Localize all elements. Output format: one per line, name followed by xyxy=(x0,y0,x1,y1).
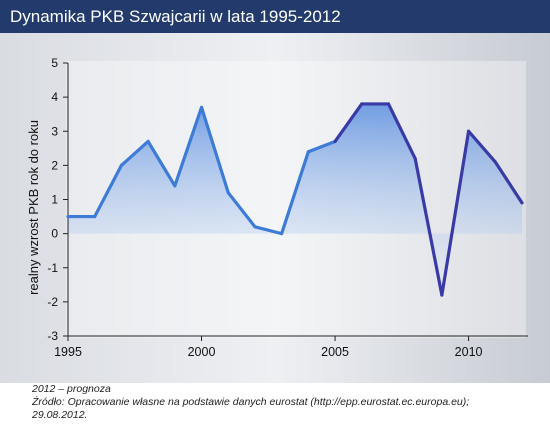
x-tick-label: 2005 xyxy=(321,345,349,359)
forecast-note: 2012 – prognoza xyxy=(32,383,111,395)
y-tick-label: -2 xyxy=(47,295,58,309)
series-segment-2001 xyxy=(226,191,257,229)
series-segment-2003 xyxy=(280,150,310,236)
series-segment-2007 xyxy=(386,102,417,161)
series-segment-2010 xyxy=(466,129,497,164)
series-segment-2004 xyxy=(306,139,337,154)
chart-plot: 5 4 3 2 1 0 -1 -2 -3 1995 2000 2005 2010 realny wzro… xyxy=(0,33,550,383)
y-tick-label: 3 xyxy=(51,124,58,138)
y-axis-label: realny wzrost PKB rok do roku xyxy=(26,120,41,295)
y-tick-label: 5 xyxy=(51,56,58,70)
series-area xyxy=(68,103,522,296)
series-segment-1998 xyxy=(146,139,177,188)
series-segment-2005 xyxy=(333,102,364,144)
series-segment-2009 xyxy=(440,129,471,297)
y-tick-label: 2 xyxy=(51,158,58,172)
y-tick-label: 4 xyxy=(51,90,58,104)
x-tick-label: 2010 xyxy=(455,345,483,359)
title-bar: Dynamika PKB Szwajcarii w lata 1995-2012 xyxy=(0,0,550,33)
series-segment-1996 xyxy=(93,163,124,219)
series-segment-2008 xyxy=(413,156,444,297)
series-segment-2000 xyxy=(199,105,230,195)
source-line-1: Źródło: Opracowanie własne na podstawie … xyxy=(32,396,470,408)
chart-footer: 2012 – prognoza Źródło: Opracowanie włas… xyxy=(32,383,542,422)
series-segment-1997 xyxy=(119,139,150,167)
x-tick-label: 2000 xyxy=(188,345,216,359)
series-segment-2002 xyxy=(253,225,284,236)
source-line-2: 29.08.2012. xyxy=(32,409,88,421)
chart-title: Dynamika PKB Szwajcarii w lata 1995-2012 xyxy=(10,7,341,26)
series-segment-2011 xyxy=(493,160,524,205)
series-segment-1999 xyxy=(173,105,204,188)
y-tick-label: -3 xyxy=(47,329,58,343)
y-tick-label: 0 xyxy=(51,227,58,241)
x-tick-label: 1995 xyxy=(54,345,82,359)
y-tick-label: -1 xyxy=(47,261,58,275)
y-tick-label: 1 xyxy=(51,193,58,207)
